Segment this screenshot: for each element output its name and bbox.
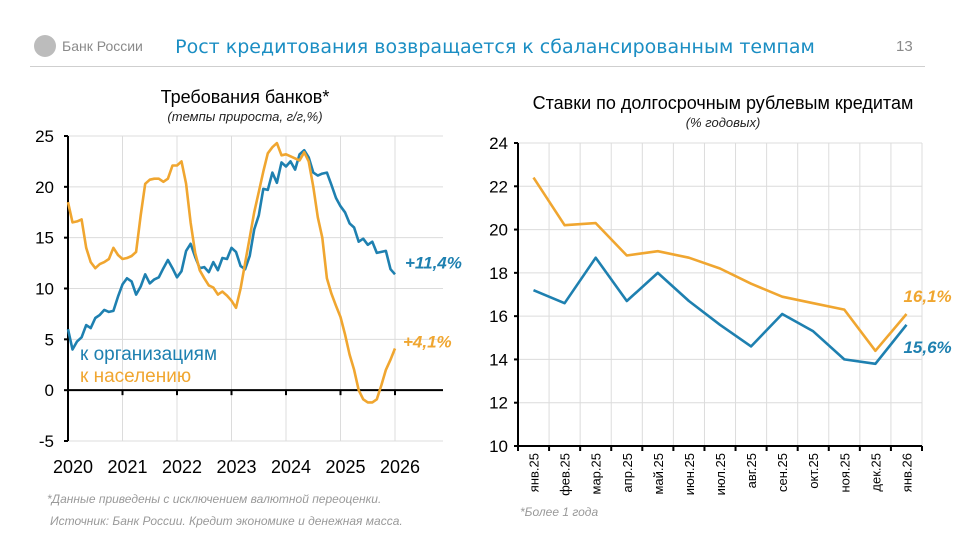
y-tick-label: 18 <box>489 264 508 283</box>
end-value-label: +11,4% <box>405 253 462 272</box>
right-chart-subtitle: (% годовых) <box>685 115 761 130</box>
y-tick-label: 10 <box>35 280 54 299</box>
x-tick-label: фев.25 <box>558 453 573 496</box>
logo-text: Банк России <box>62 38 143 54</box>
x-tick-label: 2026 <box>380 457 420 477</box>
x-tick-label: 2021 <box>107 457 147 477</box>
y-tick-label: 22 <box>489 177 508 196</box>
x-tick-label: дек.25 <box>868 453 883 492</box>
legend-label: к организациям <box>80 344 217 365</box>
y-tick-label: 12 <box>489 394 508 413</box>
y-tick-label: 20 <box>35 178 54 197</box>
x-tick-label: 2025 <box>325 457 365 477</box>
y-tick-label: -5 <box>39 432 54 451</box>
y-tick-label: 24 <box>489 134 508 153</box>
x-tick-label: янв.25 <box>527 453 542 492</box>
y-tick-label: 25 <box>35 127 54 146</box>
series-line-0 <box>66 148 396 351</box>
source-note: Источник: Банк России. Кредит экономике … <box>50 514 403 528</box>
x-tick-label: 2020 <box>53 457 93 477</box>
y-tick-label: 20 <box>489 221 508 240</box>
x-tick-label: окт.25 <box>806 453 821 489</box>
left-chart-title: Требования банков* <box>160 87 330 107</box>
left-chart-subtitle: (темпы прироста, г/г,%) <box>167 109 323 124</box>
x-tick-label: авг.25 <box>744 453 759 488</box>
bank-emblem-icon <box>34 35 56 57</box>
series-line-0 <box>532 176 908 353</box>
series-line-1 <box>532 256 908 366</box>
x-tick-label: апр.25 <box>620 453 635 493</box>
y-tick-label: 16 <box>489 307 508 326</box>
slide-title: Рост кредитования возвращается к сбаланс… <box>175 36 815 58</box>
page-number: 13 <box>896 38 913 55</box>
end-value-label: 16,1% <box>903 287 951 306</box>
y-tick-label: 14 <box>489 350 508 369</box>
x-tick-label: 2022 <box>162 457 202 477</box>
header-divider <box>30 66 925 67</box>
x-tick-label: май.25 <box>651 453 666 495</box>
x-tick-label: июл.25 <box>713 453 728 495</box>
x-tick-label: 2024 <box>271 457 311 477</box>
right-chart: 10 12 14 16 18 20 22 24 янв.25 фев.25 мар.25 апр.25… <box>489 134 952 496</box>
x-tick-label: мар.25 <box>589 453 604 494</box>
x-tick-label: июн.25 <box>682 453 697 495</box>
right-chart-title: Ставки по долгосрочным рублевым кредитам <box>532 93 914 113</box>
y-tick-label: 0 <box>45 381 54 400</box>
legend-label: к населению <box>80 366 191 387</box>
x-tick-label: янв.26 <box>899 453 914 492</box>
y-tick-label: 5 <box>45 330 54 349</box>
end-value-label: 15,6% <box>903 338 951 357</box>
end-value-label: +4,1% <box>403 332 452 351</box>
series-line-1 <box>66 141 397 404</box>
footnote: *Данные приведены с исключением валютной… <box>47 492 382 506</box>
x-tick-label: ноя.25 <box>837 453 852 493</box>
y-tick-label: 15 <box>35 229 54 248</box>
x-tick-label: 2023 <box>216 457 256 477</box>
y-tick-label: 10 <box>489 437 508 456</box>
right-footnote: *Более 1 года <box>520 505 599 519</box>
x-tick-label: сен.25 <box>775 453 790 492</box>
